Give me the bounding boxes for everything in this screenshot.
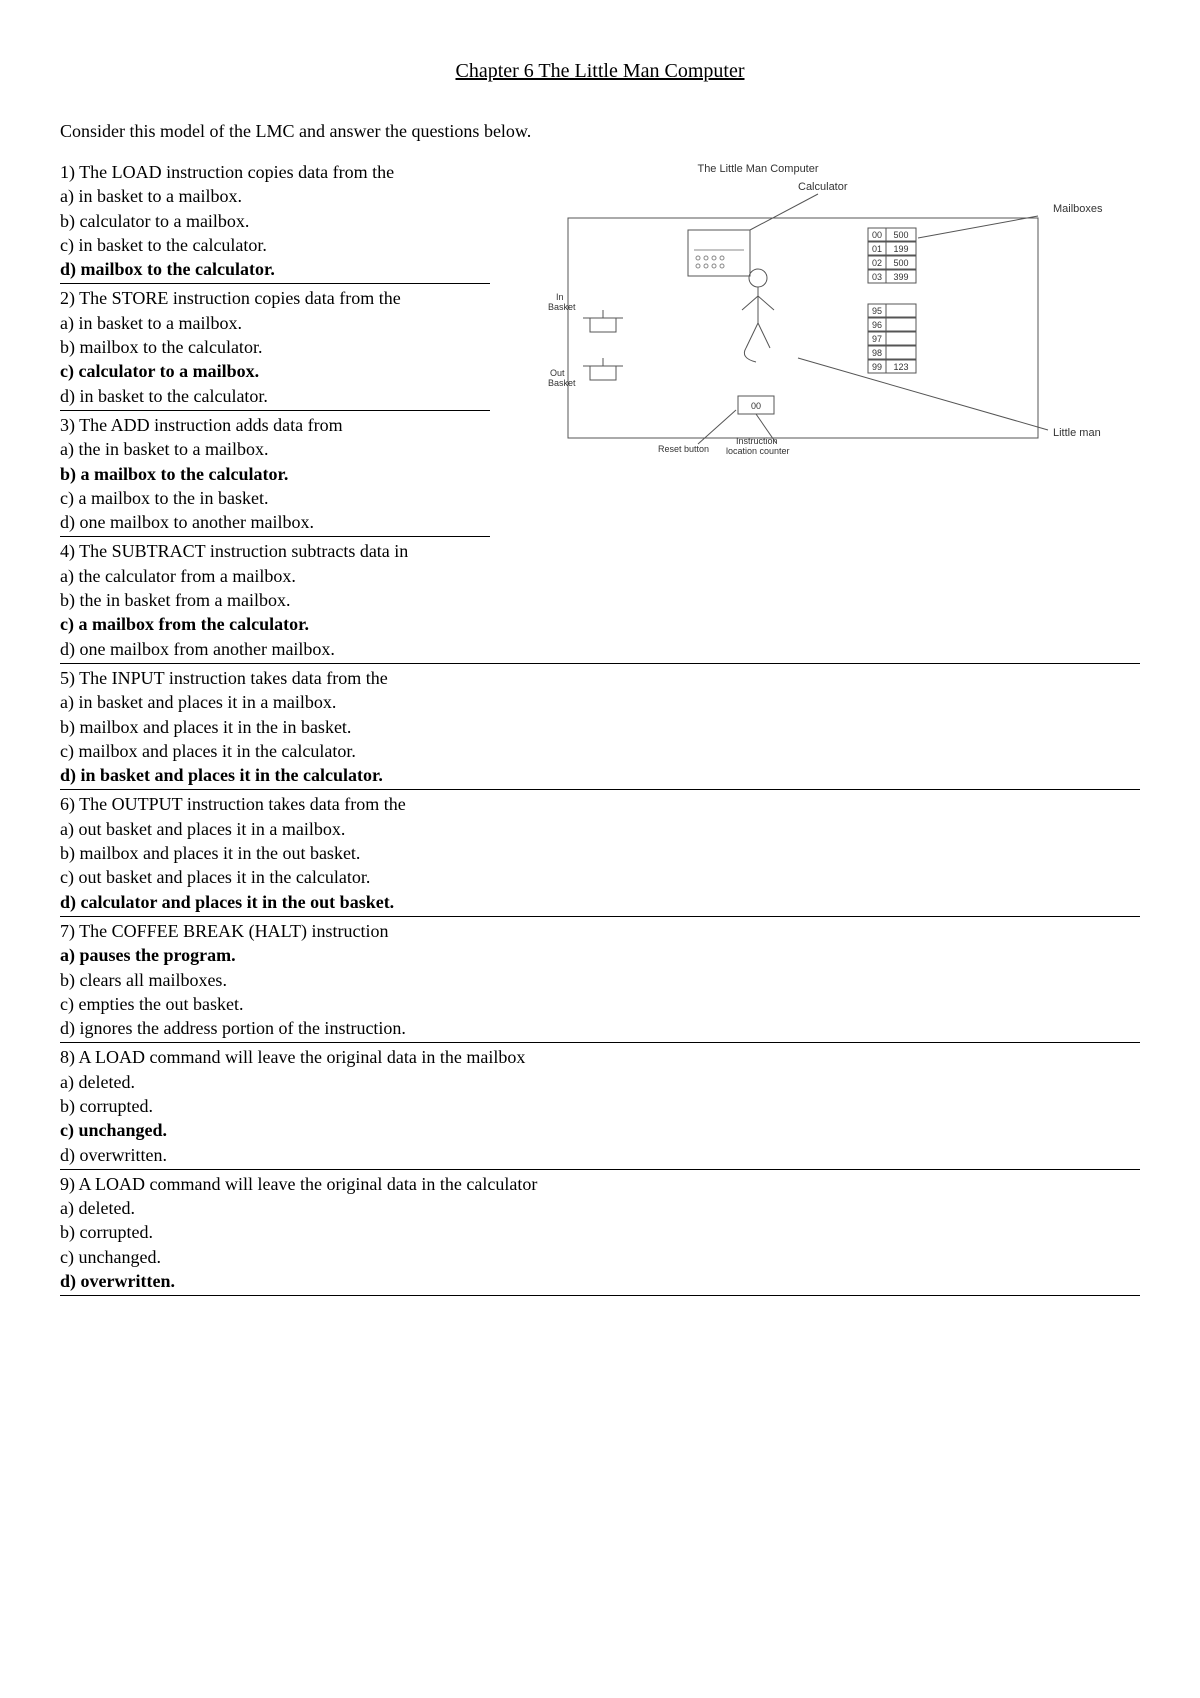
question-option: d) ignores the address portion of the in… — [60, 1016, 1140, 1040]
svg-text:399: 399 — [893, 272, 908, 282]
question-block: 7) The COFFEE BREAK (HALT) instructiona)… — [60, 917, 1140, 1043]
svg-text:00: 00 — [872, 230, 882, 240]
svg-text:500: 500 — [893, 258, 908, 268]
counter-value: 00 — [751, 401, 761, 411]
question-block: 4) The SUBTRACT instruction subtracts da… — [60, 537, 1140, 663]
label-little-man: Little man — [1053, 427, 1101, 439]
question-option: b) corrupted. — [60, 1220, 1140, 1244]
lmc-diagram: The Little Man Computer Calculator Mailb… — [498, 158, 1140, 503]
question-option: c) calculator to a mailbox. — [60, 359, 490, 383]
question-option: a) the in basket to a mailbox. — [60, 437, 490, 461]
question-option: a) in basket to a mailbox. — [60, 311, 490, 335]
question-option: b) mailbox and places it in the out bask… — [60, 841, 1140, 865]
svg-text:97: 97 — [872, 334, 882, 344]
question-option: b) clears all mailboxes. — [60, 968, 1140, 992]
svg-text:500: 500 — [893, 230, 908, 240]
question-option: c) unchanged. — [60, 1245, 1140, 1269]
svg-text:99: 99 — [872, 362, 882, 372]
svg-text:Basket: Basket — [548, 302, 576, 312]
question-option: d) in basket to the calculator. — [60, 384, 490, 408]
label-mailboxes: Mailboxes — [1053, 203, 1103, 215]
question-option: b) the in basket from a mailbox. — [60, 588, 1140, 612]
svg-text:01: 01 — [872, 244, 882, 254]
label-instruction-counter: Instruction — [736, 436, 778, 446]
question-option: c) a mailbox to the in basket. — [60, 486, 490, 510]
label-out-basket: Out — [550, 368, 565, 378]
svg-text:02: 02 — [872, 258, 882, 268]
svg-text:123: 123 — [893, 362, 908, 372]
question-option: a) deleted. — [60, 1070, 1140, 1094]
question-text: 3) The ADD instruction adds data from — [60, 413, 490, 437]
question-option: c) a mailbox from the calculator. — [60, 612, 1140, 636]
diagram-title: The Little Man Computer — [697, 163, 818, 175]
question-text: 8) A LOAD command will leave the origina… — [60, 1045, 1140, 1069]
question-block: 9) A LOAD command will leave the origina… — [60, 1170, 1140, 1296]
question-text: 9) A LOAD command will leave the origina… — [60, 1172, 1140, 1196]
question-option: d) overwritten. — [60, 1143, 1140, 1167]
question-option: d) in basket and places it in the calcul… — [60, 763, 1140, 787]
question-text: 1) The LOAD instruction copies data from… — [60, 160, 490, 184]
svg-text:199: 199 — [893, 244, 908, 254]
page-title: Chapter 6 The Little Man Computer — [60, 60, 1140, 83]
svg-text:96: 96 — [872, 320, 882, 330]
svg-text:95: 95 — [872, 306, 882, 316]
question-text: 5) The INPUT instruction takes data from… — [60, 666, 1140, 690]
question-block: 6) The OUTPUT instruction takes data fro… — [60, 790, 1140, 916]
little-man-figure — [742, 269, 774, 362]
question-block: 5) The INPUT instruction takes data from… — [60, 664, 1140, 790]
intro-text: Consider this model of the LMC and answe… — [60, 121, 1140, 142]
svg-text:98: 98 — [872, 348, 882, 358]
questions-left-column: 1) The LOAD instruction copies data from… — [60, 158, 490, 537]
question-option: c) empties the out basket. — [60, 992, 1140, 1016]
question-text: 4) The SUBTRACT instruction subtracts da… — [60, 539, 1140, 563]
question-option: b) mailbox to the calculator. — [60, 335, 490, 359]
question-block: 2) The STORE instruction copies data fro… — [60, 284, 490, 410]
question-option: c) unchanged. — [60, 1118, 1140, 1142]
question-block: 8) A LOAD command will leave the origina… — [60, 1043, 1140, 1169]
question-option: c) in basket to the calculator. — [60, 233, 490, 257]
question-block: 3) The ADD instruction adds data froma) … — [60, 411, 490, 537]
questions-full-column: 4) The SUBTRACT instruction subtracts da… — [60, 537, 1140, 1296]
question-block: 1) The LOAD instruction copies data from… — [60, 158, 490, 284]
question-option: a) the calculator from a mailbox. — [60, 564, 1140, 588]
question-option: c) out basket and places it in the calcu… — [60, 865, 1140, 889]
question-text: 7) The COFFEE BREAK (HALT) instruction — [60, 919, 1140, 943]
label-reset-button: Reset button — [658, 444, 709, 454]
question-option: a) deleted. — [60, 1196, 1140, 1220]
label-calculator: Calculator — [798, 181, 848, 193]
question-option: b) calculator to a mailbox. — [60, 209, 490, 233]
question-option: d) overwritten. — [60, 1269, 1140, 1293]
question-option: d) one mailbox from another mailbox. — [60, 637, 1140, 661]
question-option: a) pauses the program. — [60, 943, 1140, 967]
question-option: b) a mailbox to the calculator. — [60, 462, 490, 486]
svg-text:location counter: location counter — [726, 446, 790, 456]
question-option: a) in basket and places it in a mailbox. — [60, 690, 1140, 714]
question-option: a) in basket to a mailbox. — [60, 184, 490, 208]
question-option: c) mailbox and places it in the calculat… — [60, 739, 1140, 763]
question-option: d) one mailbox to another mailbox. — [60, 510, 490, 534]
question-option: d) mailbox to the calculator. — [60, 257, 490, 281]
question-text: 6) The OUTPUT instruction takes data fro… — [60, 792, 1140, 816]
svg-text:03: 03 — [872, 272, 882, 282]
svg-text:Basket: Basket — [548, 378, 576, 388]
label-in-basket: In — [556, 292, 564, 302]
question-option: b) corrupted. — [60, 1094, 1140, 1118]
question-text: 2) The STORE instruction copies data fro… — [60, 286, 490, 310]
question-option: b) mailbox and places it in the in baske… — [60, 715, 1140, 739]
question-option: d) calculator and places it in the out b… — [60, 890, 1140, 914]
question-option: a) out basket and places it in a mailbox… — [60, 817, 1140, 841]
